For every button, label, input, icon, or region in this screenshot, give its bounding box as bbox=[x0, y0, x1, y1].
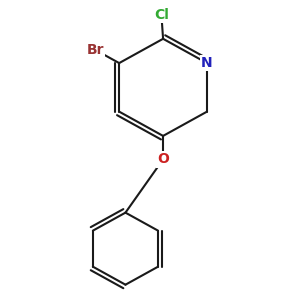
Text: Cl: Cl bbox=[154, 8, 169, 22]
Text: Br: Br bbox=[86, 43, 104, 57]
Text: N: N bbox=[201, 56, 213, 70]
Text: O: O bbox=[157, 152, 169, 167]
